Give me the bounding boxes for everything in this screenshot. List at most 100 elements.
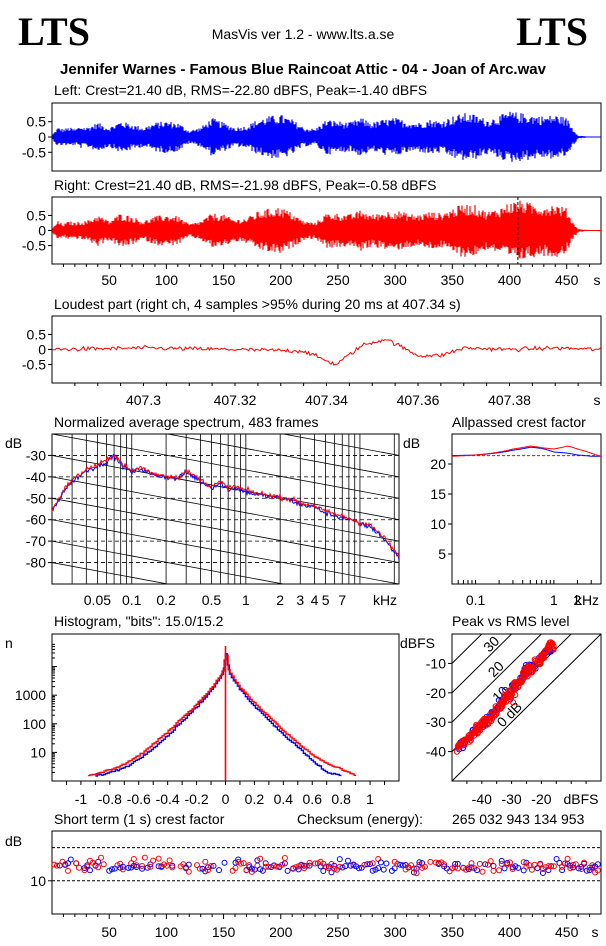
scatter-point bbox=[100, 861, 107, 868]
scatter-point bbox=[474, 727, 482, 734]
x-tick-label: 250 bbox=[326, 924, 350, 940]
y-tick-label: -30 bbox=[426, 714, 446, 730]
scatter-point bbox=[345, 857, 351, 864]
short-term-crest-title: Short term (1 s) crest factor bbox=[54, 811, 225, 827]
x-tick-label: 150 bbox=[212, 924, 236, 940]
spectrum-slope-line bbox=[52, 476, 399, 542]
y-tick-label: 0.5 bbox=[27, 114, 47, 130]
scatter-point bbox=[306, 862, 313, 869]
x-tick-label: -0.2 bbox=[185, 791, 209, 807]
scatter-point bbox=[559, 867, 566, 874]
x-unit-label: s bbox=[594, 272, 601, 288]
loudest-series bbox=[52, 339, 601, 366]
x-tick-label: 0.6 bbox=[303, 791, 323, 807]
y-tick-label: -60 bbox=[26, 512, 46, 528]
x-tick-label: 1 bbox=[366, 791, 374, 807]
histogram-right bbox=[88, 654, 357, 777]
scatter-point bbox=[210, 862, 217, 869]
scatter-point bbox=[559, 863, 566, 870]
y-axis-label: dBFS bbox=[400, 635, 435, 651]
scatter-point bbox=[564, 855, 571, 862]
spectrum-slope-line bbox=[52, 455, 399, 521]
scatter-point bbox=[526, 862, 533, 869]
scatter-point bbox=[549, 640, 556, 647]
scatter-point bbox=[474, 726, 481, 733]
scatter-point bbox=[279, 861, 286, 868]
x-unit-label: kHz bbox=[575, 592, 599, 608]
scatter-point bbox=[356, 865, 362, 872]
scatter-point bbox=[254, 862, 261, 869]
crest-diagonal-label: 20 bbox=[485, 658, 507, 680]
scatter-point bbox=[480, 719, 487, 726]
scatter-point bbox=[501, 693, 508, 700]
scatter-point bbox=[196, 865, 203, 872]
spectrum-slope-line bbox=[52, 562, 170, 584]
y-tick-label: 5 bbox=[438, 546, 446, 562]
spectrum-title: Normalized average spectrum, 483 frames bbox=[54, 414, 319, 430]
short-term-crest-frame bbox=[51, 830, 602, 915]
scatter-point bbox=[477, 727, 484, 734]
x-tick-label: 0.1 bbox=[122, 592, 142, 608]
x-unit-label: kHz bbox=[373, 592, 397, 608]
scatter-point bbox=[545, 863, 552, 870]
scatter-point bbox=[482, 861, 489, 868]
x-tick-label: 4 bbox=[311, 592, 319, 608]
scatter-point bbox=[205, 864, 211, 871]
scatter-point bbox=[369, 867, 376, 874]
x-tick-label: 250 bbox=[326, 272, 350, 288]
x-tick-label: -0.4 bbox=[156, 791, 180, 807]
scatter-point bbox=[312, 860, 319, 867]
scatter-point bbox=[492, 703, 499, 710]
scatter-point bbox=[380, 866, 387, 873]
scatter-point bbox=[331, 862, 338, 869]
scatter-point bbox=[185, 861, 192, 868]
scatter-point bbox=[462, 736, 470, 744]
scatter-point bbox=[520, 859, 527, 866]
scatter-point bbox=[391, 865, 398, 872]
track-title: Jennifer Warnes - Famous Blue Raincoat A… bbox=[60, 61, 546, 78]
x-tick-label: 3 bbox=[296, 592, 304, 608]
crest-factor-frame bbox=[451, 433, 602, 585]
scatter-point bbox=[108, 866, 115, 873]
x-tick-label: 0.2 bbox=[245, 791, 265, 807]
scatter-point bbox=[594, 861, 601, 868]
scatter-point bbox=[534, 865, 541, 872]
scatter-point bbox=[498, 857, 505, 864]
scatter-point bbox=[336, 856, 343, 863]
scatter-point bbox=[487, 858, 494, 865]
scatter-point bbox=[594, 867, 601, 874]
scatter-point bbox=[545, 646, 552, 653]
scatter-point bbox=[493, 711, 500, 718]
scatter-point bbox=[364, 861, 371, 868]
scatter-point bbox=[248, 865, 255, 872]
scatter-point bbox=[235, 856, 242, 863]
scatter-point bbox=[453, 748, 460, 755]
scatter-point bbox=[556, 859, 563, 866]
scatter-point bbox=[531, 861, 538, 868]
x-tick-label: 350 bbox=[441, 924, 465, 940]
x-tick-label: 0 bbox=[222, 791, 230, 807]
y-tick-label: 0 bbox=[38, 129, 46, 145]
scatter-point bbox=[526, 666, 533, 673]
scatter-point bbox=[95, 864, 102, 871]
peak-vs-rms-title: Peak vs RMS level bbox=[452, 613, 570, 629]
scatter-point bbox=[458, 740, 465, 747]
scatter-point bbox=[130, 856, 137, 862]
scatter-point bbox=[441, 861, 448, 868]
scatter-point bbox=[488, 717, 495, 725]
scatter-point bbox=[537, 653, 545, 660]
y-tick-label: -40 bbox=[26, 469, 46, 485]
scatter-point bbox=[65, 867, 71, 874]
scatter-point bbox=[534, 657, 541, 664]
scatter-point bbox=[515, 864, 522, 871]
y-axis-label: dB bbox=[403, 435, 420, 451]
x-tick-label: 450 bbox=[555, 272, 579, 288]
scatter-point bbox=[553, 856, 560, 862]
x-tick-label: 450 bbox=[555, 924, 579, 940]
spectrum-slope-line bbox=[52, 519, 399, 584]
scatter-point bbox=[419, 864, 426, 871]
scatter-point bbox=[383, 860, 390, 867]
scatter-point bbox=[507, 859, 513, 866]
logo-right: LTS bbox=[516, 9, 588, 54]
scatter-point bbox=[185, 868, 192, 875]
